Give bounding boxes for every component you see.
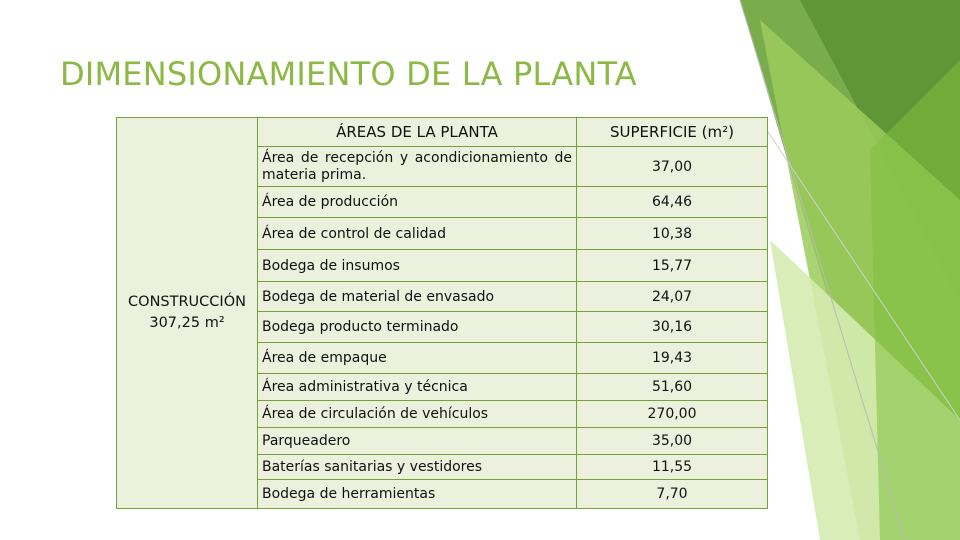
table-row: Bodega producto terminado 30,16	[117, 311, 768, 343]
area-name: Bodega producto terminado	[257, 311, 577, 343]
facet-line-1	[739, 0, 906, 540]
area-name: Baterías sanitarias y vestidores	[257, 454, 577, 480]
area-name: Área de control de calidad	[257, 217, 577, 250]
table-row: Bodega de material de envasado 24,07	[117, 281, 768, 312]
area-value: 19,43	[576, 342, 768, 374]
area-name: Bodega de material de envasado	[257, 281, 577, 312]
group-cell: CONSTRUCCIÓN 307,25 m²	[116, 117, 258, 509]
area-value: 37,00	[576, 146, 768, 187]
table-header-row: CONSTRUCCIÓN 307,25 m² ÁREAS DE LA PLANT…	[116, 117, 768, 509]
area-value: 7,70	[576, 479, 768, 509]
area-name: Bodega de herramientas	[257, 479, 577, 509]
table-row: Área de recepción y acondicionamiento de…	[117, 146, 768, 187]
page-title: DIMENSIONAMIENTO DE LA PLANTA	[60, 55, 637, 93]
area-name: Área de producción	[257, 186, 577, 218]
area-name: Área administrativa y técnica	[257, 373, 577, 401]
area-value: 10,38	[576, 217, 768, 250]
area-value: 270,00	[576, 400, 768, 428]
table-row: Bodega de insumos 15,77	[117, 249, 768, 282]
area-name: Área de empaque	[257, 342, 577, 374]
area-name: Parqueadero	[257, 427, 577, 455]
area-name: Área de recepción y acondicionamiento de…	[257, 146, 577, 187]
group-value: 307,25 m²	[149, 315, 225, 331]
area-name: Área de circulación de vehículos	[257, 400, 577, 428]
area-name: Bodega de insumos	[257, 249, 577, 282]
table-row: Área de producción 64,46	[117, 186, 768, 218]
area-value: 51,60	[576, 373, 768, 401]
table-row: Baterías sanitarias y vestidores 11,55	[117, 454, 768, 480]
area-value: 15,77	[576, 249, 768, 282]
header-superficie: SUPERFICIE (m²)	[576, 117, 768, 147]
area-value: 24,07	[576, 281, 768, 312]
group-label: CONSTRUCCIÓN	[128, 294, 246, 310]
area-value: 30,16	[576, 311, 768, 343]
area-value: 64,46	[576, 186, 768, 218]
area-value: 11,55	[576, 454, 768, 480]
area-value: 35,00	[576, 427, 768, 455]
table-row: Bodega de herramientas 7,70	[117, 479, 768, 509]
table-row: Área de control de calidad 10,38	[117, 217, 768, 250]
table-row: Área de circulación de vehículos 270,00	[117, 400, 768, 428]
table-row: Área de empaque 19,43	[117, 342, 768, 374]
facet-line-2	[759, 119, 960, 421]
table-row: Área administrativa y técnica 51,60	[117, 373, 768, 401]
facet-bright	[870, 60, 960, 540]
header-area: ÁREAS DE LA PLANTA	[257, 117, 577, 147]
areas-table: CONSTRUCCIÓN 307,25 m² ÁREAS DE LA PLANT…	[116, 117, 768, 509]
